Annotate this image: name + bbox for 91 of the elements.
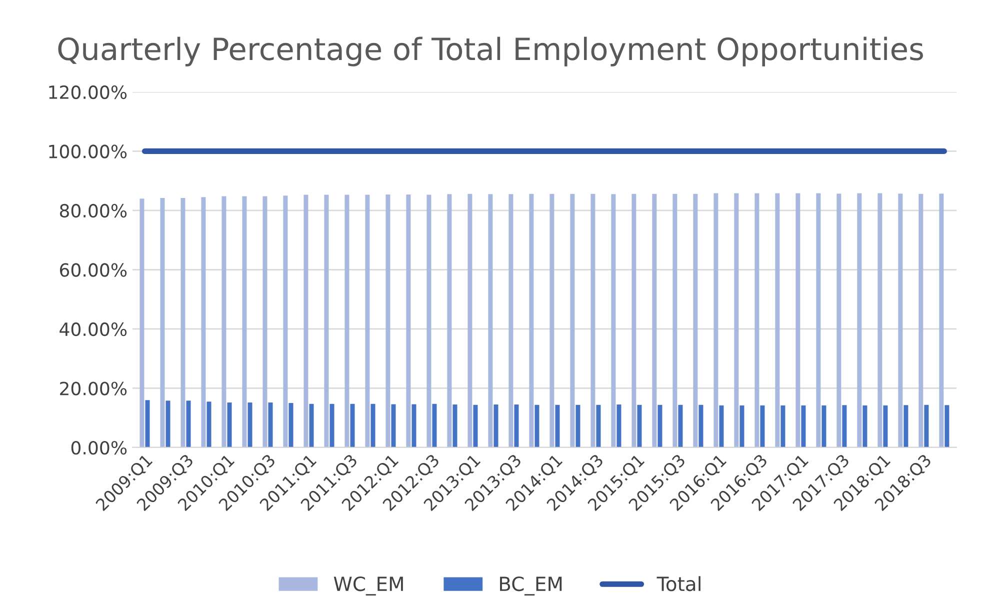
bar — [590, 194, 596, 448]
bar — [883, 405, 888, 448]
bar — [637, 404, 642, 448]
bar — [698, 404, 704, 448]
bar — [693, 194, 698, 448]
y-tick-label: 120.00% — [49, 85, 127, 100]
bar — [140, 198, 144, 448]
y-tick-label: 40.00% — [60, 322, 127, 336]
bar — [324, 194, 329, 448]
bar — [186, 400, 191, 448]
bar — [780, 405, 786, 448]
bar — [596, 404, 601, 448]
bar — [570, 194, 575, 448]
bar — [344, 194, 350, 448]
bar — [406, 194, 411, 448]
bar — [904, 405, 908, 448]
bar — [836, 194, 842, 448]
bar — [801, 405, 806, 448]
bar — [508, 194, 514, 448]
bar — [166, 400, 170, 448]
bar — [652, 194, 657, 448]
bar — [816, 193, 821, 448]
bar — [447, 194, 452, 448]
bar — [740, 405, 744, 448]
bar — [160, 198, 165, 448]
bar — [760, 405, 765, 448]
bar — [632, 194, 636, 448]
bar — [918, 194, 924, 448]
bar — [386, 194, 390, 448]
bar — [796, 193, 800, 448]
bar — [754, 193, 760, 448]
bar — [555, 404, 560, 448]
bar — [616, 404, 622, 448]
legend-label: WC_EM — [334, 576, 403, 596]
bar — [468, 194, 472, 448]
bar — [611, 194, 616, 448]
bar — [180, 198, 186, 448]
bar — [494, 404, 498, 448]
bar — [365, 194, 370, 448]
bar — [944, 405, 950, 448]
y-tick-label: 100.00% — [49, 144, 127, 158]
y-tick-label: 20.00% — [60, 382, 127, 396]
bar — [857, 193, 862, 448]
bar — [822, 405, 826, 448]
y-tick-label: 60.00% — [60, 263, 127, 277]
bar — [924, 404, 929, 448]
bar — [529, 194, 534, 448]
bar — [473, 404, 478, 448]
bar — [939, 194, 944, 448]
bar — [350, 404, 355, 448]
bar — [514, 404, 519, 448]
bar — [309, 404, 314, 448]
bar — [719, 405, 724, 448]
bar — [412, 404, 416, 448]
bar — [862, 405, 868, 448]
bar — [534, 404, 540, 448]
bar — [222, 196, 226, 448]
bar — [842, 405, 847, 448]
bar — [658, 404, 662, 448]
bar — [775, 193, 780, 448]
bar — [288, 403, 294, 448]
bar — [201, 197, 206, 448]
bar — [304, 194, 308, 448]
bar — [145, 400, 150, 448]
bar — [678, 404, 683, 448]
bar — [714, 193, 718, 448]
bar — [550, 194, 554, 448]
bar — [370, 404, 376, 448]
bar — [283, 196, 288, 448]
bar — [878, 193, 882, 448]
bar — [391, 404, 396, 448]
bar — [268, 402, 273, 448]
legend-label: BC_EM — [500, 576, 562, 596]
bar — [672, 194, 678, 448]
bar — [426, 194, 432, 448]
y-tick-label: 80.00% — [60, 204, 127, 218]
bar — [248, 402, 252, 448]
bar — [432, 404, 437, 448]
chart-title: Quarterly Percentage of Total Employment Opportunities — [58, 36, 923, 66]
y-tick-label: 0.00% — [71, 440, 127, 455]
legend-label: Total — [656, 576, 700, 592]
bar — [330, 404, 334, 448]
bar — [898, 194, 903, 448]
bar — [227, 402, 232, 448]
bar — [576, 404, 580, 448]
bar — [242, 196, 247, 448]
bar — [488, 194, 493, 448]
bar — [452, 404, 458, 448]
bar — [206, 402, 212, 448]
bar — [262, 196, 268, 448]
bar — [734, 193, 739, 448]
